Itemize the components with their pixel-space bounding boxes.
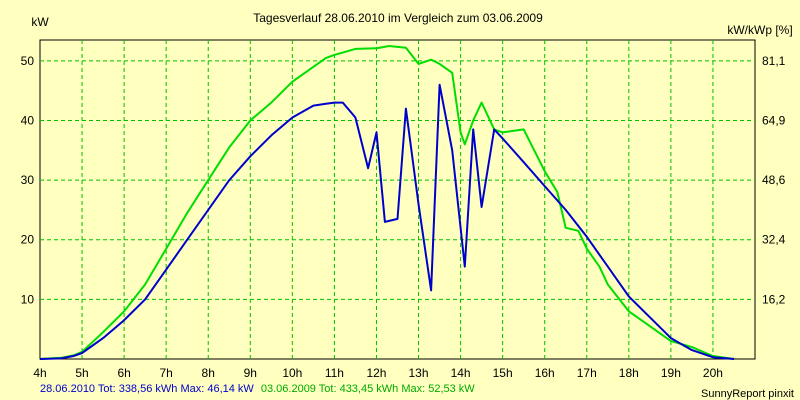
y-tick-label-left: 40 — [21, 113, 35, 127]
y-axis-left-unit: kW — [31, 15, 49, 29]
x-tick-label: 17h — [577, 366, 597, 380]
x-tick-label: 10h — [282, 366, 302, 380]
y-axis-right-ticks: 16,2 32,4 48,6 64,9 81,1 — [762, 54, 786, 307]
y-tick-label-right: 32,4 — [762, 233, 786, 247]
y-tick-label-left: 10 — [21, 292, 35, 306]
x-tick-label: 4h — [33, 366, 46, 380]
footer-credit: SunnyReport pinxit — [701, 388, 794, 400]
x-tick-label: 6h — [117, 366, 130, 380]
y-tick-label-left: 50 — [21, 54, 35, 68]
series-layer — [39, 45, 735, 360]
x-tick-label: 5h — [75, 366, 88, 380]
chart-title: Tagesverlauf 28.06.2010 im Vergleich zum… — [253, 11, 543, 25]
y-axis-left-ticks: 10 20 30 40 50 — [21, 54, 35, 307]
footer-series2-summary: 03.06.2009 Tot: 433,45 kWh Max: 52,53 kW — [261, 383, 475, 395]
x-tick-label: 14h — [451, 366, 471, 380]
x-tick-label: 8h — [202, 366, 215, 380]
x-axis-ticks: 4h 5h 6h 7h 8h 9h 10h 11h 12h 13h 14h 15h 16h 17h 18h 1… — [33, 366, 723, 380]
y-tick-label-right: 16,2 — [762, 292, 786, 306]
y-tick-label-right: 64,9 — [762, 113, 786, 127]
y-axis-right-unit: kW/kWp [%] — [727, 23, 792, 37]
footer-summary: 28.06.2010 Tot: 338,56 kWh Max: 46,14 kW… — [40, 383, 475, 395]
y-tick-label-left: 30 — [21, 173, 35, 187]
x-tick-label: 20h — [703, 366, 723, 380]
y-tick-label-right: 81,1 — [762, 54, 786, 68]
footer-series1-summary: 28.06.2010 Tot: 338,56 kWh Max: 46,14 kW — [40, 383, 254, 395]
x-tick-label: 16h — [535, 366, 555, 380]
plot-area — [39, 39, 756, 360]
plot-frame — [39, 39, 756, 360]
x-tick-label: 13h — [409, 366, 429, 380]
x-tick-label: 19h — [661, 366, 681, 380]
grid-lines — [40, 40, 755, 359]
x-tick-label: 15h — [493, 366, 513, 380]
series-line-28.06.2010 — [39, 83, 735, 360]
y-tick-label-left: 20 — [21, 233, 35, 247]
x-tick-label: 9h — [244, 366, 257, 380]
x-tick-label: 11h — [325, 366, 344, 380]
x-tick-label: 7h — [159, 366, 172, 380]
x-tick-label: 18h — [619, 366, 639, 380]
x-tick-label: 12h — [366, 366, 386, 380]
y-tick-label-right: 48,6 — [762, 173, 786, 187]
series-line-03.06.2009 — [39, 45, 735, 360]
